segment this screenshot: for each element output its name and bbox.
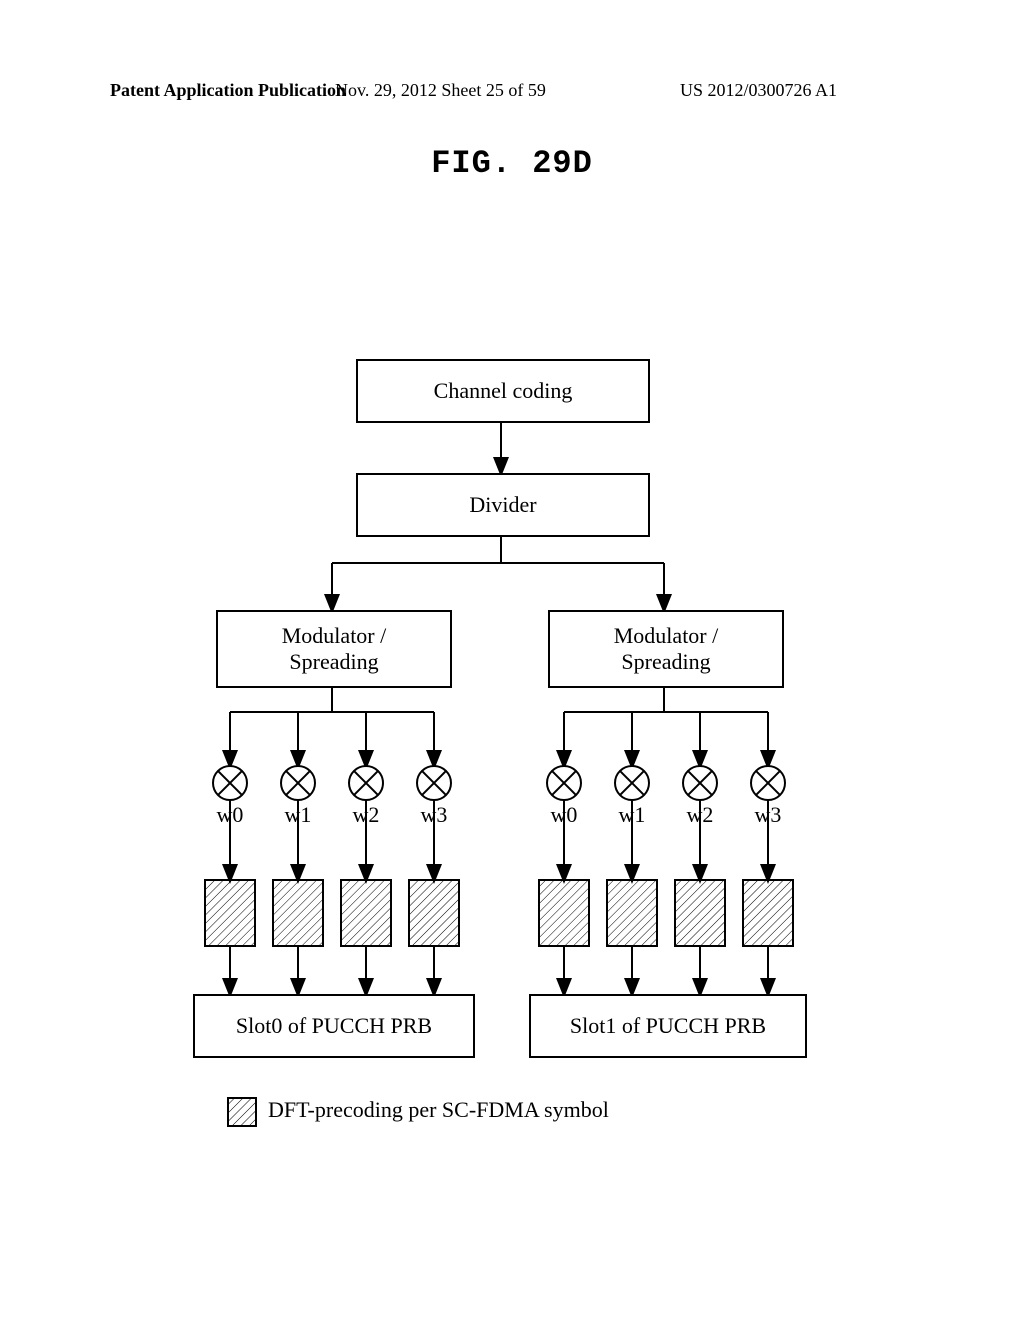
- slot0-box: Slot0 of PUCCH PRB: [193, 994, 475, 1058]
- weight-label-left-1: w1: [278, 802, 318, 828]
- weight-label-right-0: w0: [544, 802, 584, 828]
- header-mid: Nov. 29, 2012 Sheet 25 of 59: [335, 80, 546, 101]
- modulator-left-box: Modulator / Spreading: [216, 610, 452, 688]
- figure-title: FIG. 29D: [0, 145, 1024, 182]
- slot1-label: Slot1 of PUCCH PRB: [570, 1013, 766, 1039]
- legend-text: DFT-precoding per SC-FDMA symbol: [268, 1097, 609, 1123]
- slot1-box: Slot1 of PUCCH PRB: [529, 994, 807, 1058]
- header-right: US 2012/0300726 A1: [680, 80, 837, 101]
- weight-label-right-2: w2: [680, 802, 720, 828]
- weight-label-left-2: w2: [346, 802, 386, 828]
- slot0-label: Slot0 of PUCCH PRB: [236, 1013, 432, 1039]
- weight-label-right-1: w1: [612, 802, 652, 828]
- weight-label-left-0: w0: [210, 802, 250, 828]
- divider-label: Divider: [469, 492, 536, 518]
- header-left: Patent Application Publication: [110, 80, 346, 101]
- modulator-left-label: Modulator / Spreading: [282, 623, 387, 676]
- divider-box: Divider: [356, 473, 650, 537]
- page: Patent Application Publication Nov. 29, …: [0, 0, 1024, 1320]
- modulator-right-box: Modulator / Spreading: [548, 610, 784, 688]
- weight-label-left-3: w3: [414, 802, 454, 828]
- channel-coding-label: Channel coding: [434, 378, 573, 404]
- channel-coding-box: Channel coding: [356, 359, 650, 423]
- legend: DFT-precoding per SC-FDMA symbol: [228, 1096, 609, 1124]
- weight-label-right-3: w3: [748, 802, 788, 828]
- modulator-right-label: Modulator / Spreading: [614, 623, 719, 676]
